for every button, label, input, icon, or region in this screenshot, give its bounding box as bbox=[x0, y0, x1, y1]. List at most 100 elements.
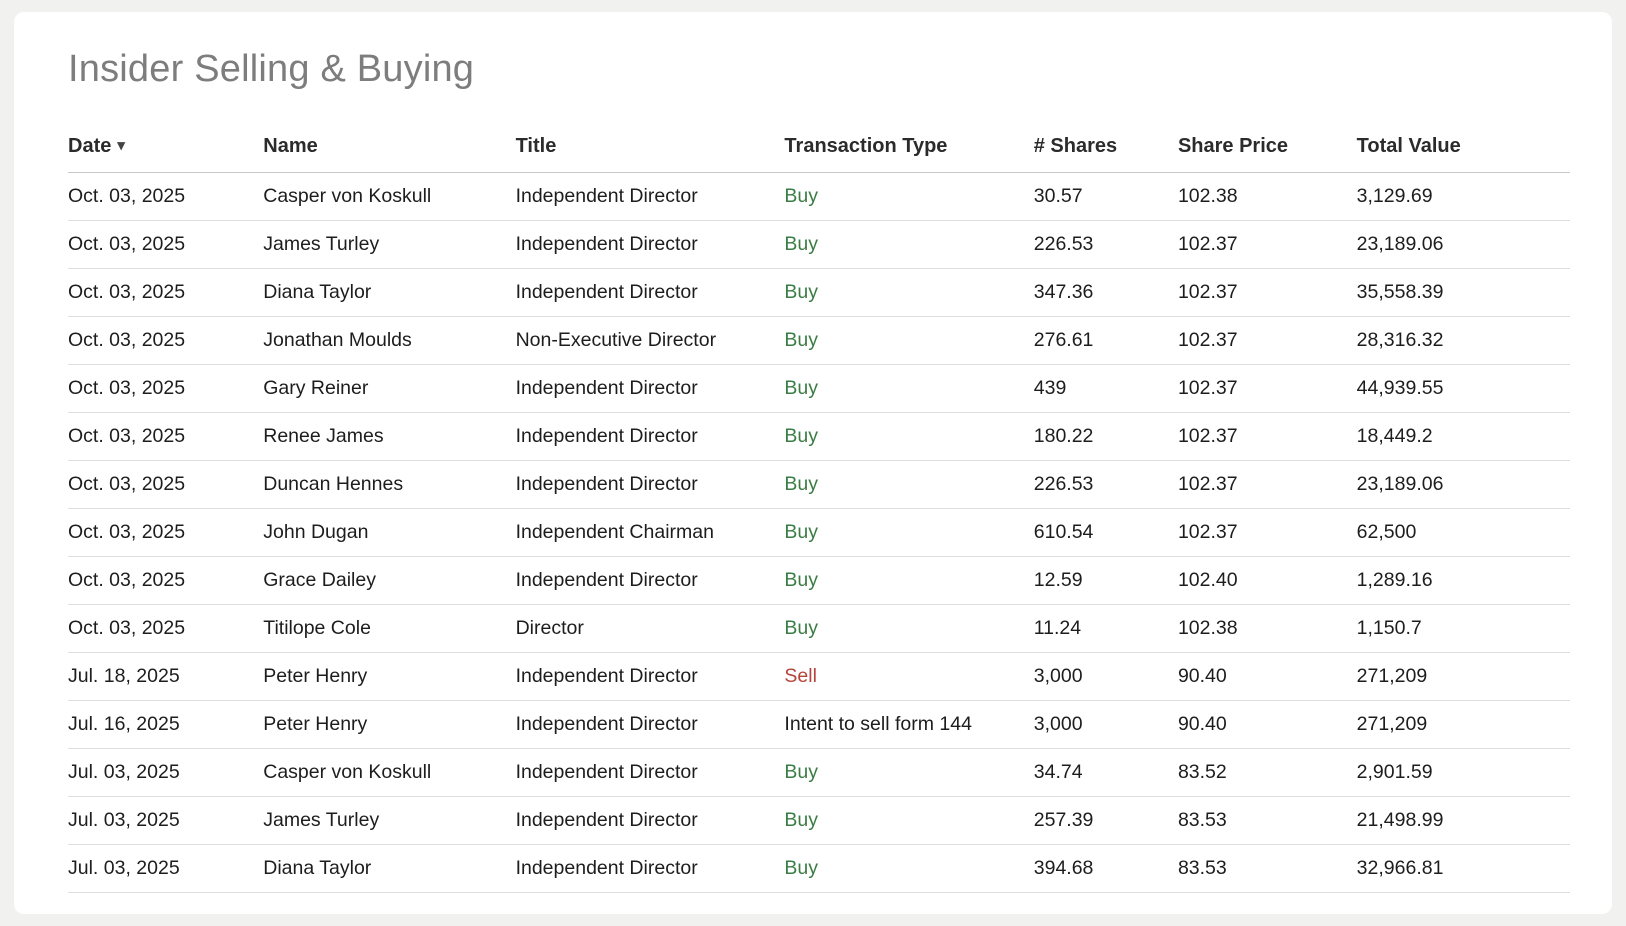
cell-name: James Turley bbox=[263, 796, 516, 845]
cell-shares: 347.36 bbox=[1033, 268, 1178, 317]
cell-title: Independent Director bbox=[515, 268, 785, 317]
cell-title: Independent Chairman bbox=[515, 508, 785, 557]
cell-date: Jul. 18, 2025 bbox=[68, 652, 264, 701]
cell-date: Oct. 03, 2025 bbox=[68, 364, 264, 413]
cell-type: Buy bbox=[784, 460, 1034, 509]
cell-type: Buy bbox=[784, 844, 1034, 893]
cell-title: Independent Director bbox=[515, 796, 785, 845]
cell-total: 271,209 bbox=[1356, 700, 1570, 749]
insider-trading-card: Insider Selling & Buying Date ▾ Name Title T… bbox=[14, 12, 1612, 914]
cell-type: Buy bbox=[784, 748, 1034, 797]
cell-name: John Dugan bbox=[263, 508, 516, 557]
sort-caret-icon: ▾ bbox=[117, 137, 125, 154]
cell-price: 102.38 bbox=[1177, 172, 1357, 221]
cell-name: Grace Dailey bbox=[263, 556, 516, 605]
cell-price: 102.37 bbox=[1177, 364, 1357, 413]
cell-type: Buy bbox=[784, 364, 1034, 413]
cell-title: Non-Executive Director bbox=[515, 316, 785, 365]
column-header-label: Name bbox=[263, 135, 318, 157]
cell-total: 21,498.99 bbox=[1356, 796, 1570, 845]
table-row: Oct. 03, 2025 James Turley Independent Dir… bbox=[68, 220, 1570, 269]
cell-price: 102.37 bbox=[1177, 268, 1357, 317]
cell-date: Jul. 16, 2025 bbox=[68, 700, 264, 749]
column-header-label: Date bbox=[68, 135, 112, 157]
cell-name: Peter Henry bbox=[263, 700, 516, 749]
cell-total: 23,189.06 bbox=[1356, 460, 1570, 509]
cell-total: 18,449.2 bbox=[1356, 412, 1570, 461]
column-header-label: Share Price bbox=[1177, 135, 1289, 157]
table-row: Oct. 03, 2025 Duncan Hennes Independent Di… bbox=[68, 460, 1570, 509]
cell-total: 44,939.55 bbox=[1356, 364, 1570, 413]
cell-date: Jul. 03, 2025 bbox=[68, 748, 264, 797]
cell-total: 1,150.7 bbox=[1356, 604, 1570, 653]
cell-shares: 34.74 bbox=[1033, 748, 1178, 797]
cell-shares: 11.24 bbox=[1033, 604, 1178, 653]
cell-price: 83.52 bbox=[1177, 748, 1357, 797]
cell-price: 90.40 bbox=[1177, 652, 1357, 701]
cell-price: 83.53 bbox=[1177, 844, 1357, 893]
cell-name: Renee James bbox=[263, 412, 516, 461]
cell-type: Buy bbox=[784, 604, 1034, 653]
cell-price: 102.37 bbox=[1177, 412, 1357, 461]
table-row: Jul. 03, 2025 Diana Taylor Independent Dir… bbox=[68, 844, 1570, 893]
column-header-label: Transaction Type bbox=[784, 135, 948, 157]
column-header-date[interactable]: Date ▾ bbox=[68, 123, 264, 173]
cell-date: Jul. 03, 2025 bbox=[68, 796, 264, 845]
cell-shares: 180.22 bbox=[1033, 412, 1178, 461]
cell-price: 102.40 bbox=[1177, 556, 1357, 605]
column-header-label: Total Value bbox=[1356, 135, 1461, 157]
cell-price: 102.38 bbox=[1177, 604, 1357, 653]
column-header-price[interactable]: Share Price bbox=[1177, 123, 1357, 173]
cell-name: Gary Reiner bbox=[263, 364, 516, 413]
cell-total: 23,189.06 bbox=[1356, 220, 1570, 269]
cell-total: 32,966.81 bbox=[1356, 844, 1570, 893]
table-row: Oct. 03, 2025 Casper von Koskull Independe… bbox=[68, 172, 1570, 221]
table-row: Oct. 03, 2025 Jonathan Moulds Non-Executiv… bbox=[68, 316, 1570, 365]
cell-date: Oct. 03, 2025 bbox=[68, 508, 264, 557]
cell-total: 28,316.32 bbox=[1356, 316, 1570, 365]
cell-price: 102.37 bbox=[1177, 460, 1357, 509]
cell-date: Oct. 03, 2025 bbox=[68, 316, 264, 365]
cell-date: Oct. 03, 2025 bbox=[68, 460, 264, 509]
cell-total: 1,289.16 bbox=[1356, 556, 1570, 605]
column-header-total[interactable]: Total Value bbox=[1356, 123, 1570, 173]
column-header-type[interactable]: Transaction Type bbox=[784, 123, 1034, 173]
cell-type: Buy bbox=[784, 508, 1034, 557]
cell-title: Independent Director bbox=[515, 460, 785, 509]
cell-date: Oct. 03, 2025 bbox=[68, 604, 264, 653]
cell-price: 83.53 bbox=[1177, 796, 1357, 845]
cell-type: Buy bbox=[784, 268, 1034, 317]
cell-shares: 3,000 bbox=[1033, 700, 1178, 749]
column-header-label: # Shares bbox=[1033, 135, 1118, 157]
cell-title: Independent Director bbox=[515, 412, 785, 461]
table-row: Oct. 03, 2025 Diana Taylor Independent Dir… bbox=[68, 268, 1570, 317]
table-header-row: Date ▾ Name Title Transaction Type # Shares Sh… bbox=[68, 123, 1570, 173]
cell-total: 3,129.69 bbox=[1356, 172, 1570, 221]
cell-title: Independent Director bbox=[515, 652, 785, 701]
cell-shares: 12.59 bbox=[1033, 556, 1178, 605]
cell-date: Oct. 03, 2025 bbox=[68, 172, 264, 221]
cell-type: Buy bbox=[784, 172, 1034, 221]
cell-price: 90.40 bbox=[1177, 700, 1357, 749]
cell-price: 102.37 bbox=[1177, 508, 1357, 557]
cell-name: Titilope Cole bbox=[263, 604, 516, 653]
cell-name: Peter Henry bbox=[263, 652, 516, 701]
cell-type: Intent to sell form 144 bbox=[784, 700, 1034, 749]
table-row: Oct. 03, 2025 Titilope Cole Director Buy 11.… bbox=[68, 604, 1570, 653]
column-header-shares[interactable]: # Shares bbox=[1033, 123, 1178, 173]
column-header-name[interactable]: Name bbox=[263, 123, 516, 173]
cell-type: Buy bbox=[784, 796, 1034, 845]
table-row: Jul. 16, 2025 Peter Henry Independent Dire… bbox=[68, 700, 1570, 749]
table-row: Jul. 18, 2025 Peter Henry Independent Dire… bbox=[68, 652, 1570, 701]
table-row: Jul. 03, 2025 James Turley Independent Dir… bbox=[68, 796, 1570, 845]
cell-date: Oct. 03, 2025 bbox=[68, 268, 264, 317]
cell-date: Oct. 03, 2025 bbox=[68, 556, 264, 605]
cell-date: Jul. 03, 2025 bbox=[68, 844, 264, 893]
cell-name: Jonathan Moulds bbox=[263, 316, 516, 365]
cell-shares: 276.61 bbox=[1033, 316, 1178, 365]
insider-trading-table: Date ▾ Name Title Transaction Type # Shares Sh… bbox=[68, 123, 1570, 893]
column-header-title[interactable]: Title bbox=[515, 123, 785, 173]
column-header-label: Title bbox=[515, 135, 557, 157]
cell-type: Sell bbox=[784, 652, 1034, 701]
